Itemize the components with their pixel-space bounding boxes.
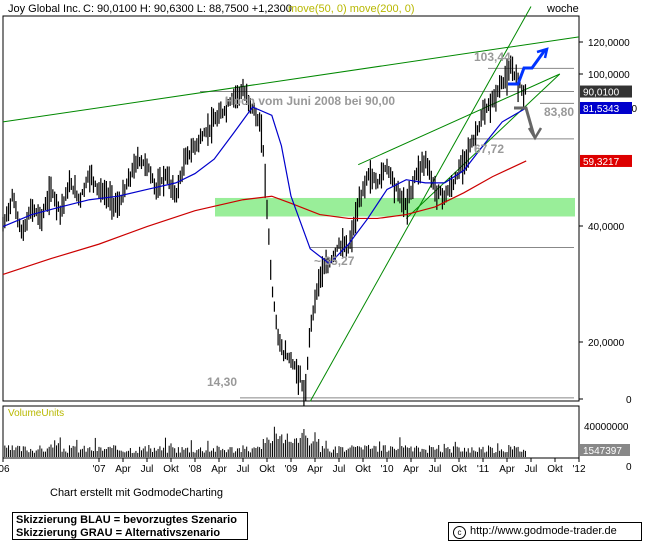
y-tick-label: 20,0000 <box>588 338 625 349</box>
x-tick-label: Jul <box>525 464 538 475</box>
volume-label: VolumeUnits <box>8 408 64 419</box>
price-badge <box>580 85 632 98</box>
blue-scenario-arrow <box>508 49 547 86</box>
x-tick-label: '10 <box>380 464 393 475</box>
x-tick-label: Okt <box>259 464 275 475</box>
x-tick-label: '11 <box>477 464 490 475</box>
scenario-legend: Skizzierung BLAU = bevorzugtes Szenario … <box>12 512 248 540</box>
y-tick-label: 0 <box>626 395 632 406</box>
price-badge <box>580 101 632 114</box>
x-tick-label: '08 <box>188 464 201 475</box>
gray-scenario-arrow <box>514 106 536 137</box>
x-tick-label: '12 <box>572 464 585 475</box>
label-support-1: 67,72 <box>474 142 504 156</box>
x-tick-label: Jul <box>237 464 250 475</box>
x-tick-label: '09 <box>284 464 297 475</box>
y-tick-label: 100,0000 <box>588 70 630 81</box>
volume-tick-zero: 0 <box>626 462 632 473</box>
price-badge-text: 90,0100 <box>583 88 620 99</box>
trendline <box>2 36 580 123</box>
blue-arrow-head <box>536 47 549 59</box>
x-tick-label: Jul <box>141 464 154 475</box>
x-tick-label: Okt <box>451 464 467 475</box>
chart-area: Joy Global Inc. C: 90,0100 H: 90,6300 L:… <box>0 3 638 475</box>
x-tick-label: Jul <box>333 464 346 475</box>
x-tick-label: '06 <box>0 464 10 475</box>
source-url-text: http://www.godmode-trader.de <box>470 525 617 537</box>
y-tick-label: 120,0000 <box>588 38 630 49</box>
x-tick-label: Apr <box>115 464 131 475</box>
copyright-icon: c <box>453 526 466 539</box>
source-url[interactable]: c http://www.godmode-trader.de <box>448 522 642 541</box>
x-tick-label: Okt <box>163 464 179 475</box>
ma200-line <box>2 160 527 276</box>
x-tick-label: Apr <box>403 464 419 475</box>
volume-tick-max: 40000000 <box>584 422 629 433</box>
x-tick-label: Jul <box>429 464 442 475</box>
label-target-down: 83,80 <box>544 105 574 119</box>
label-high-2011: 103,44 <box>474 50 511 64</box>
header-ma-labels: move(50, 0) move(200, 0) <box>288 3 415 15</box>
price-badge-text: 81,5343 <box>583 104 620 115</box>
support-zone <box>215 197 575 217</box>
header-interval: woche <box>546 3 579 15</box>
x-tick-label: Apr <box>211 464 227 475</box>
gray-arrow-head <box>527 127 543 141</box>
credit-note: Chart erstellt mit GodmodeCharting <box>50 487 224 499</box>
volume-badge <box>580 444 630 456</box>
y-tick-label: 40,0000 <box>588 222 625 233</box>
x-tick-label: Apr <box>499 464 515 475</box>
trendline <box>309 6 532 402</box>
x-tick-label: Okt <box>547 464 563 475</box>
volume-badge-text: 1547397 <box>583 446 622 457</box>
trendline <box>357 73 561 166</box>
header-ohlc: C: 90,0100 H: 90,6300 L: 88,7500 +1,2300 <box>83 3 292 15</box>
label-low-2009: 14,30 <box>207 375 237 389</box>
label-high-june-2008: Hoch vom Juni 2008 bei 90,00 <box>225 94 395 108</box>
x-tick-label: Apr <box>307 464 323 475</box>
ma50-line <box>2 106 527 265</box>
legend-blue: Skizzierung BLAU = bevorzugtes Szenario <box>16 514 237 526</box>
label-support-2: ~ 35,27 <box>314 254 355 268</box>
x-tick-label: '07 <box>92 464 105 475</box>
legend-gray: Skizzierung GRAU = Alternativszenario <box>16 527 221 539</box>
price-badge-text: 59,3217 <box>583 157 620 168</box>
x-tick-label: Okt <box>355 464 371 475</box>
price-badge <box>580 154 632 167</box>
header-instrument: Joy Global Inc. <box>8 3 81 15</box>
